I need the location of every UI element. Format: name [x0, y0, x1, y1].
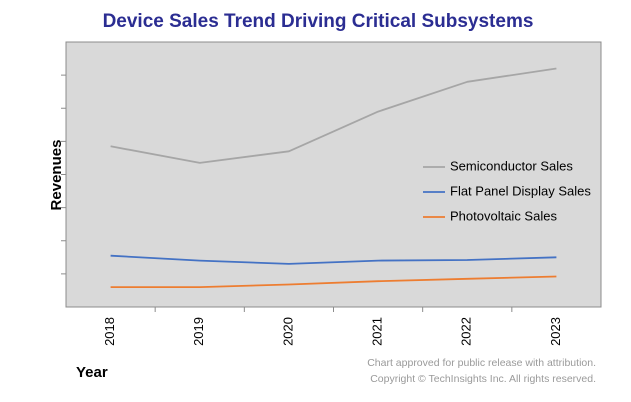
series-line-2	[110, 275, 557, 289]
x-tick-label: 2022	[459, 317, 474, 346]
x-tick-label: 2020	[280, 317, 295, 346]
footer-approval-text: Chart approved for public release with a…	[367, 357, 596, 369]
x-axis-ticks	[154, 307, 513, 312]
y-axis-ticks	[61, 74, 66, 275]
x-tick-label: 2018	[102, 317, 117, 346]
legend-label-0: Semiconductor Sales	[450, 158, 573, 173]
x-tick-label: 2021	[370, 317, 385, 346]
legend: Semiconductor Sales Flat Panel Display Sa…	[423, 158, 591, 223]
series-line-1	[110, 254, 557, 265]
plot-area	[65, 41, 602, 308]
y-axis-label: Revenues	[48, 140, 65, 211]
legend-label-2: Photovoltaic Sales	[450, 208, 557, 223]
x-tick-label: 2019	[191, 317, 206, 346]
series-line-0	[110, 67, 557, 164]
x-axis-label: Year	[76, 364, 108, 381]
chart-title: Device Sales Trend Driving Critical Subs…	[103, 11, 534, 32]
footer-copyright-text: Copyright © TechInsights Inc. All rights…	[370, 373, 596, 385]
series-lines	[110, 67, 557, 289]
legend-label-1: Flat Panel Display Sales	[450, 183, 591, 198]
x-axis-tick-labels: 2018 2019 2020 2021 2022 2023	[102, 317, 563, 346]
x-tick-label: 2023	[548, 317, 563, 346]
